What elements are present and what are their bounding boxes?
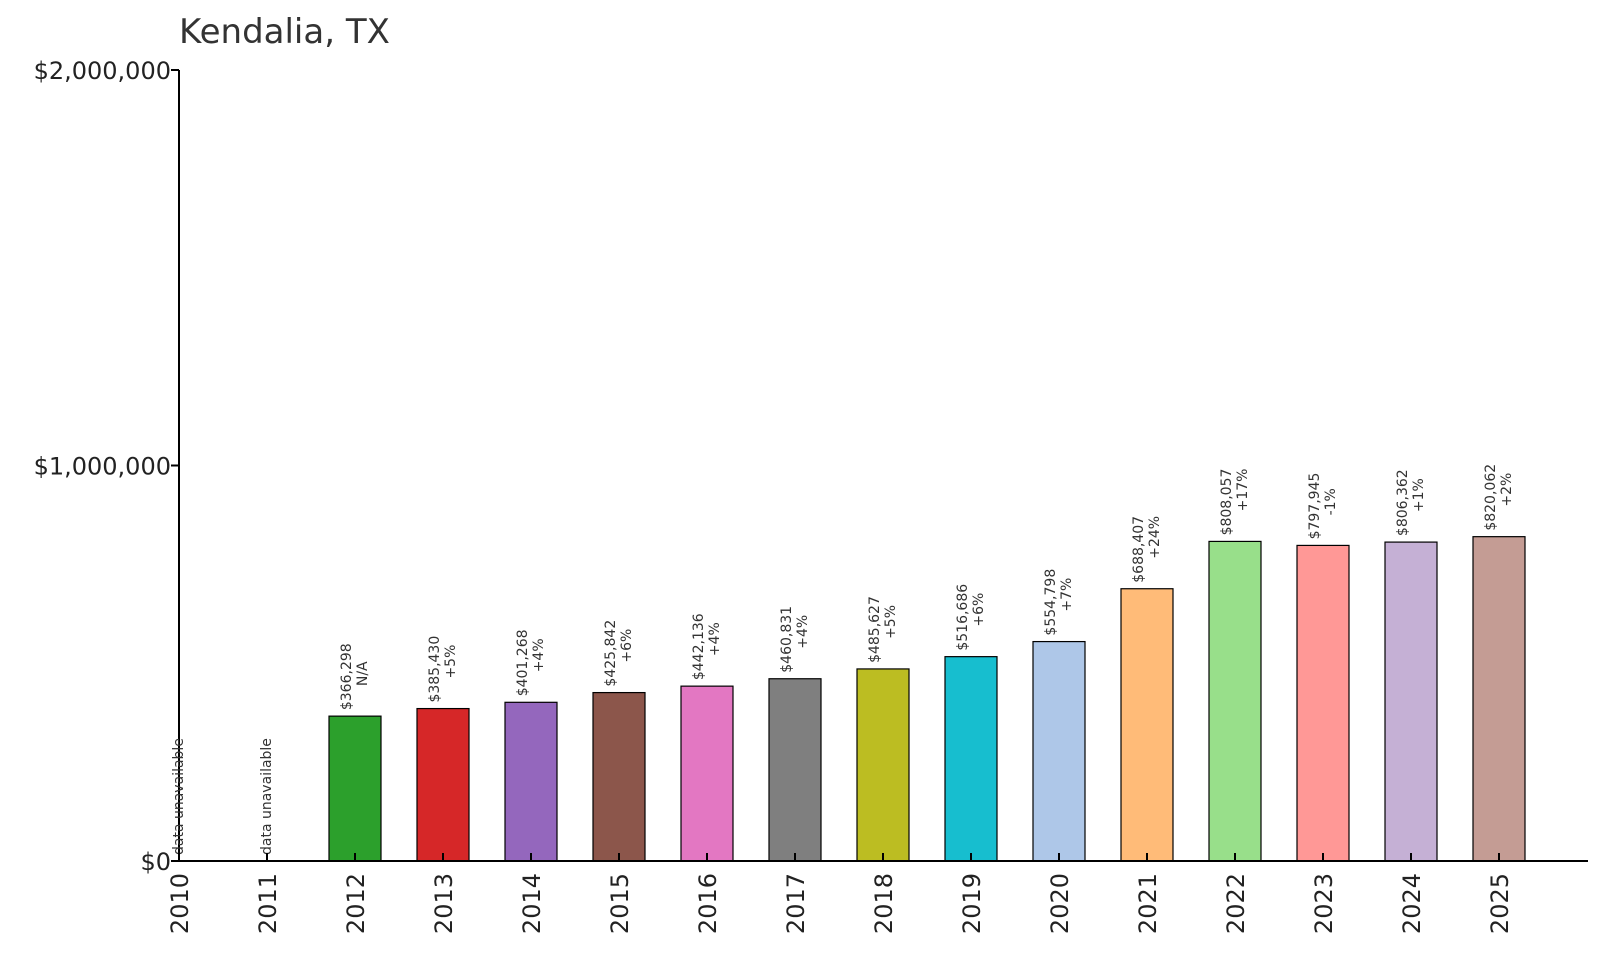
- chart-title: Kendalia, TX: [179, 12, 390, 52]
- missing-data-label: data unavailable: [171, 738, 187, 855]
- bar-2013: [416, 707, 470, 862]
- y-axis: $0 $1,000,000 $2,000,000: [34, 57, 180, 876]
- value-label: $554,798: [1043, 569, 1059, 636]
- change-label: +24%: [1147, 516, 1163, 559]
- change-label: +2%: [1499, 473, 1515, 507]
- change-label: +6%: [971, 593, 987, 627]
- x-tick-label: 2018: [870, 873, 898, 934]
- change-label: +4%: [795, 615, 811, 649]
- change-label: +7%: [1059, 578, 1075, 612]
- x-tick-label: 2016: [694, 873, 722, 934]
- value-label: $808,057: [1219, 469, 1235, 536]
- change-label: +17%: [1235, 469, 1251, 512]
- value-label: $425,842: [603, 620, 619, 687]
- value-label: $688,407: [1131, 516, 1147, 583]
- value-label: $797,945: [1307, 473, 1323, 540]
- value-label: $516,686: [955, 584, 971, 651]
- bar-2024: [1384, 541, 1438, 862]
- value-label: $460,831: [779, 606, 795, 673]
- change-label: +4%: [531, 638, 547, 672]
- change-label: N/A: [355, 661, 371, 686]
- change-label: +5%: [883, 605, 899, 639]
- change-label: +4%: [707, 622, 723, 656]
- value-label: $485,627: [867, 596, 883, 663]
- x-tick-label: 2020: [1046, 873, 1074, 934]
- value-label: $385,430: [427, 636, 443, 703]
- bars: [328, 536, 1526, 862]
- bar-2021: [1120, 588, 1174, 862]
- value-label: $442,136: [691, 613, 707, 680]
- bar-2023: [1296, 544, 1350, 862]
- change-label: -1%: [1323, 488, 1339, 515]
- change-label: +1%: [1411, 478, 1427, 512]
- x-tick-label: 2019: [958, 873, 986, 934]
- x-tick-label: 2014: [518, 873, 546, 934]
- bar-2015: [592, 691, 646, 862]
- change-label: +5%: [443, 645, 459, 679]
- value-label: $366,298: [339, 643, 355, 710]
- value-label: $401,268: [515, 629, 531, 696]
- x-tick-label: 2024: [1398, 873, 1426, 934]
- x-tick-label: 2017: [782, 873, 810, 934]
- bar-2020: [1032, 640, 1086, 862]
- x-tick-label: 2025: [1486, 873, 1514, 934]
- x-axis: 2010 2011 2012 2013 2014 2015 2016 2017 2018 2019…: [166, 853, 1588, 934]
- y-tick-label: $2,000,000: [34, 57, 171, 85]
- value-label: $806,362: [1395, 469, 1411, 536]
- bar-2022: [1208, 540, 1262, 862]
- x-tick-label: 2022: [1222, 873, 1250, 934]
- change-label: +6%: [619, 629, 635, 663]
- bar-2016: [680, 685, 734, 862]
- bar-2018: [856, 668, 910, 862]
- missing-data-label: data unavailable: [259, 738, 275, 855]
- x-tick-label: 2012: [342, 873, 370, 934]
- value-labels: data unavailable data unavailable $366,298…: [171, 464, 1515, 855]
- y-tick-label: $0: [140, 848, 171, 876]
- bar-2012: [328, 715, 382, 862]
- x-tick-label: 2013: [430, 873, 458, 934]
- bar-2017: [768, 678, 822, 862]
- x-tick-label: 2010: [166, 873, 194, 934]
- bar-2014: [504, 701, 558, 862]
- x-tick-label: 2011: [254, 873, 282, 934]
- y-tick-label: $1,000,000: [34, 453, 171, 481]
- x-tick-label: 2023: [1310, 873, 1338, 934]
- bar-2025: [1472, 536, 1526, 862]
- x-tick-label: 2015: [606, 873, 634, 934]
- x-tick-label: 2021: [1134, 873, 1162, 934]
- value-label: $820,062: [1483, 464, 1499, 531]
- bar-2019: [944, 656, 998, 862]
